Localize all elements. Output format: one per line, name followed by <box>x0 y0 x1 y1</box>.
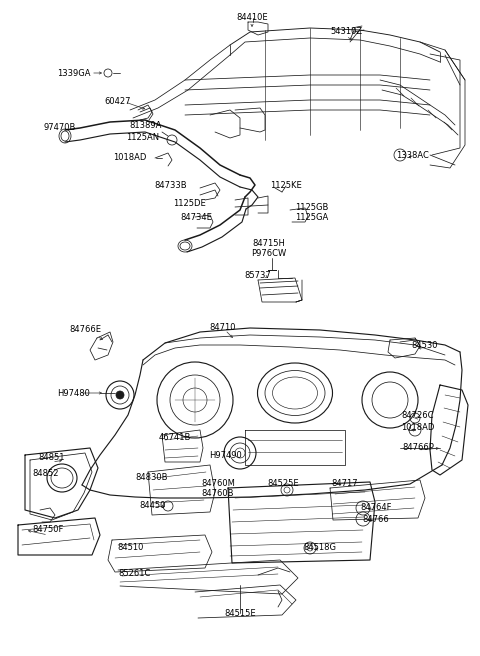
Text: 84710: 84710 <box>210 323 236 333</box>
Circle shape <box>116 391 124 399</box>
Text: 84760B: 84760B <box>202 489 234 499</box>
Text: H97480: H97480 <box>58 388 90 398</box>
Text: 84766P: 84766P <box>402 443 434 453</box>
Text: 84726C: 84726C <box>402 411 434 419</box>
Text: 84851: 84851 <box>39 453 65 462</box>
Text: 1125GB: 1125GB <box>295 203 329 211</box>
Text: 84510: 84510 <box>118 544 144 552</box>
Text: 84525E: 84525E <box>267 478 299 487</box>
Text: 46741B: 46741B <box>159 434 191 443</box>
Text: 1338AC: 1338AC <box>396 150 430 159</box>
Text: 84515E: 84515E <box>224 609 256 617</box>
Text: 1125DE: 1125DE <box>173 199 205 209</box>
Text: 84715H: 84715H <box>252 239 286 249</box>
Text: 84766E: 84766E <box>69 325 101 335</box>
Text: 97470B: 97470B <box>44 123 76 133</box>
Text: 84518G: 84518G <box>303 543 336 552</box>
Text: 84852: 84852 <box>33 468 59 478</box>
Text: 81389A: 81389A <box>130 121 162 131</box>
Text: 84733B: 84733B <box>155 182 187 190</box>
Text: 1339GA: 1339GA <box>57 68 91 77</box>
Text: 1125GA: 1125GA <box>295 213 329 222</box>
Text: 1018AD: 1018AD <box>113 154 147 163</box>
Text: 85737: 85737 <box>245 272 271 281</box>
Text: 1125AN: 1125AN <box>126 133 159 142</box>
Text: 84766: 84766 <box>362 514 389 523</box>
Text: 84410E: 84410E <box>236 14 268 22</box>
Text: 1018AD: 1018AD <box>401 422 435 432</box>
Text: 54310Z: 54310Z <box>330 28 362 37</box>
Text: 84530: 84530 <box>412 340 438 350</box>
Text: 60427: 60427 <box>105 98 131 106</box>
Text: 84750F: 84750F <box>32 525 64 535</box>
Text: 85261C: 85261C <box>119 569 151 577</box>
Text: P976CW: P976CW <box>252 249 287 258</box>
Text: 84764F: 84764F <box>360 504 392 512</box>
Text: 1125KE: 1125KE <box>270 182 302 190</box>
Text: 84760M: 84760M <box>201 478 235 487</box>
Text: 84717: 84717 <box>332 478 358 487</box>
Text: 84734E: 84734E <box>180 213 212 222</box>
Text: H97490: H97490 <box>209 451 241 459</box>
Text: 84830B: 84830B <box>136 474 168 483</box>
Text: 84450: 84450 <box>140 501 166 510</box>
